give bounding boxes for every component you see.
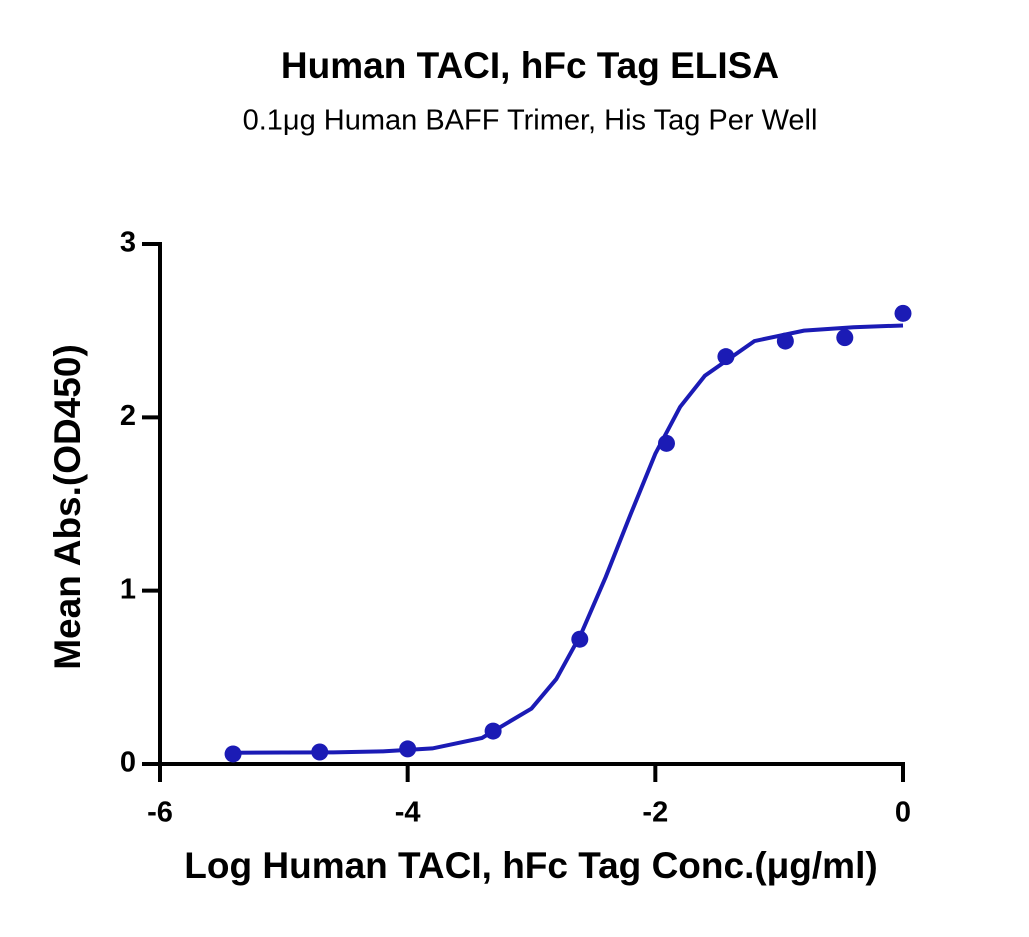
y-axis-label: Mean Abs.(OD450)	[47, 344, 88, 670]
y-tick-label: 1	[120, 573, 136, 605]
y-tick-label: 3	[120, 227, 136, 259]
x-tick-label: 0	[895, 797, 911, 829]
data-point	[717, 348, 735, 366]
x-tick-label: -2	[642, 797, 668, 829]
data-point	[484, 722, 502, 740]
data-point	[311, 743, 329, 761]
x-axis-label: Log Human TACI, hFc Tag Conc.(μg/ml)	[184, 845, 877, 886]
y-tick-label: 2	[120, 400, 136, 432]
data-point	[571, 630, 589, 648]
chart-subtitle: 0.1μg Human BAFF Trimer, His Tag Per Wel…	[243, 105, 818, 137]
data-point	[399, 740, 417, 758]
y-tick-label: 0	[120, 747, 136, 779]
fit-curve	[234, 323, 904, 755]
x-tick-label: -6	[147, 797, 173, 829]
chart-title: Human TACI, hFc Tag ELISA	[281, 45, 779, 86]
x-tick-label: -4	[395, 797, 421, 829]
data-point	[776, 332, 794, 350]
data-point	[657, 434, 675, 452]
data-point	[836, 329, 854, 347]
data-point	[224, 745, 242, 763]
data-point	[894, 304, 912, 322]
